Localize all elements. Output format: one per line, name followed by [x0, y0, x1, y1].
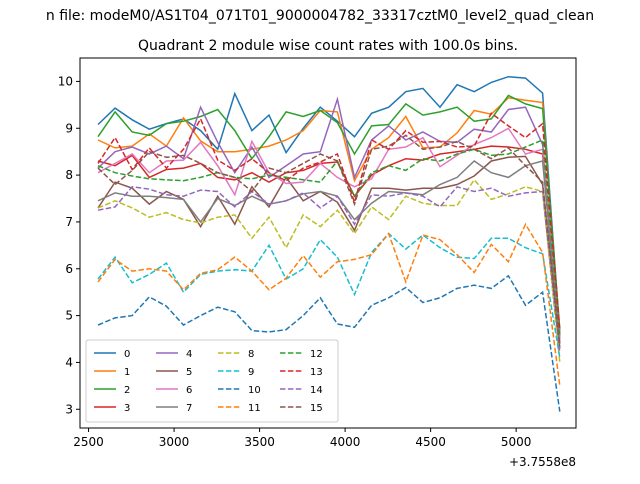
x-tick-label: 5000	[501, 435, 532, 449]
series-line-0	[97, 75, 561, 335]
legend-label-6: 6	[186, 385, 192, 396]
y-tick-label: 4	[65, 355, 73, 369]
legend-label-0: 0	[124, 349, 130, 360]
series-line-1	[97, 97, 561, 340]
series-line-15	[97, 134, 561, 347]
legend-label-15: 15	[310, 403, 323, 414]
series-line-11	[97, 222, 561, 386]
x-tick-label: 3500	[244, 435, 275, 449]
chart-title: Quadrant 2 module wise count rates with …	[138, 38, 518, 54]
legend-label-4: 4	[186, 349, 192, 360]
legend-label-9: 9	[248, 367, 254, 378]
series-line-3	[97, 145, 561, 344]
figure-suptitle: n file: modeM0/AS1T04_071T01_9000004782_…	[46, 8, 594, 24]
y-tick-label: 9	[65, 121, 73, 135]
series-line-2	[97, 94, 561, 330]
x-tick-label: 3000	[159, 435, 190, 449]
x-tick-label: 4000	[330, 435, 361, 449]
series-line-9	[97, 232, 561, 358]
y-tick-label: 7	[65, 215, 73, 229]
series-line-5	[97, 155, 561, 349]
legend-label-14: 14	[310, 385, 323, 396]
legend-label-12: 12	[310, 349, 323, 360]
legend-label-7: 7	[186, 403, 192, 414]
y-tick-label: 10	[58, 74, 73, 88]
y-tick-label: 8	[65, 168, 73, 182]
y-tick-label: 3	[65, 402, 73, 416]
legend-label-11: 11	[248, 403, 261, 414]
y-tick-label: 6	[65, 262, 73, 276]
x-axis-offset-label: +3.7558e8	[509, 455, 576, 469]
legend-label-1: 1	[124, 367, 130, 378]
series-line-10	[97, 274, 561, 412]
x-tick-label: 2500	[73, 435, 104, 449]
legend-label-8: 8	[248, 349, 254, 360]
series-line-4	[97, 96, 561, 337]
legend-label-13: 13	[310, 367, 323, 378]
series-line-12	[97, 138, 561, 335]
y-tick-label: 5	[65, 309, 73, 323]
legend-box	[85, 339, 339, 423]
series-layer	[97, 75, 561, 412]
legend-label-10: 10	[248, 385, 261, 396]
legend-label-5: 5	[186, 367, 192, 378]
x-axis: 2500 3000 3500 4000 4500 5000	[73, 428, 531, 449]
legend-label-2: 2	[124, 385, 130, 396]
legend-label-3: 3	[124, 403, 130, 414]
series-line-14	[97, 185, 561, 354]
plot-frame	[79, 57, 577, 429]
series-line-7	[97, 160, 561, 344]
x-tick-label: 4500	[415, 435, 446, 449]
y-axis: 3 4 5 6 7 8 9 10	[58, 74, 80, 416]
